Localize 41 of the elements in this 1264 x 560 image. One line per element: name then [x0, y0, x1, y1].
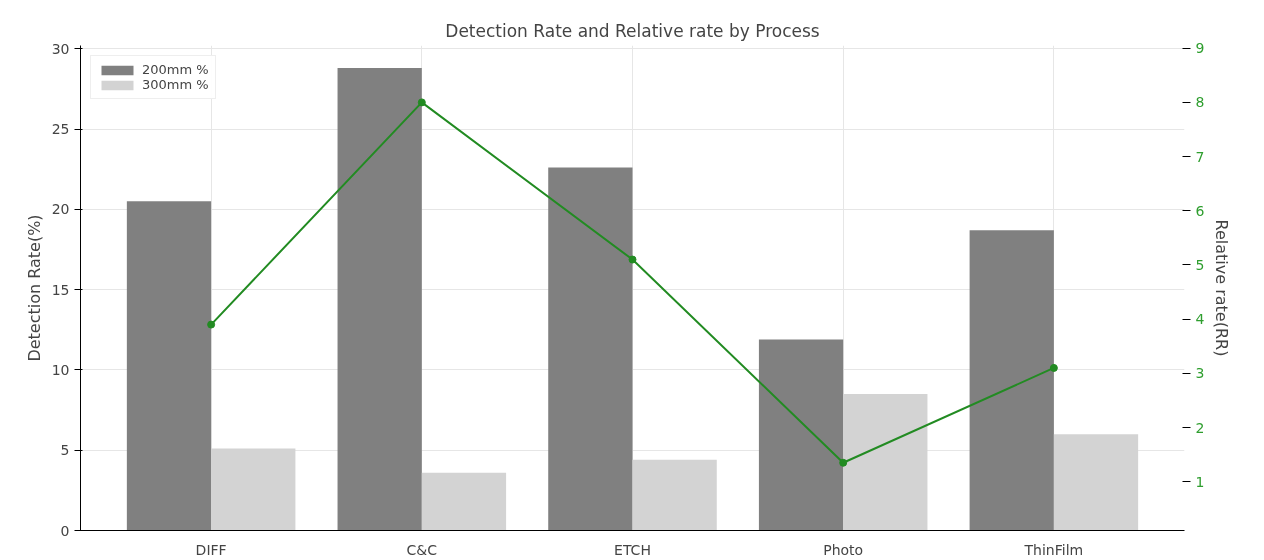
y-tick-label: 10 [51, 361, 70, 378]
x-tick-label: ThinFilm [1023, 541, 1084, 558]
y-axis-title: Detection Rate(%) [24, 214, 44, 362]
x-tick-label: ETCH [614, 541, 651, 558]
y-tick-label: 20 [51, 201, 70, 218]
y2-tick-label: 8 [1195, 94, 1205, 111]
point [628, 255, 637, 264]
y-tick-label: 15 [51, 281, 70, 298]
y2-tick-label: 9 [1195, 40, 1205, 57]
bar [211, 448, 296, 531]
bar [843, 393, 928, 531]
y2-tick-label: 7 [1195, 148, 1205, 165]
y2-tick-label: 2 [1195, 419, 1205, 436]
bar [632, 459, 717, 531]
y2-tick-label: 6 [1195, 202, 1205, 219]
y-tick-label: 25 [51, 121, 70, 138]
y2-tick-label: 3 [1195, 365, 1205, 382]
y2-tick-label: 1 [1195, 473, 1205, 490]
x-tick-label: Photo [823, 541, 864, 558]
x-tick-label: DIFF [195, 541, 227, 558]
point [1049, 363, 1058, 372]
legend-label: 300mm % [142, 77, 209, 92]
bar [758, 339, 844, 531]
x-tick-label: C&C [406, 541, 438, 558]
bar [126, 201, 212, 531]
bar [1053, 434, 1139, 531]
y2-axis-title: Relative rate(RR) [1212, 219, 1232, 357]
bar [548, 167, 633, 531]
point [839, 458, 848, 467]
point [417, 98, 426, 107]
y-tick-label: 5 [60, 442, 70, 459]
y2-tick-label: 4 [1195, 311, 1205, 328]
bar [969, 230, 1054, 531]
bar [337, 67, 422, 531]
point [207, 320, 216, 329]
y-tick-label: 30 [51, 40, 70, 57]
bar [421, 472, 507, 531]
chart-title: Detection Rate and Relative rate by Process [445, 20, 820, 41]
y2-tick-label: 5 [1195, 256, 1205, 273]
legend-label: 200mm % [142, 62, 209, 77]
y-tick-label: 0 [60, 522, 70, 539]
